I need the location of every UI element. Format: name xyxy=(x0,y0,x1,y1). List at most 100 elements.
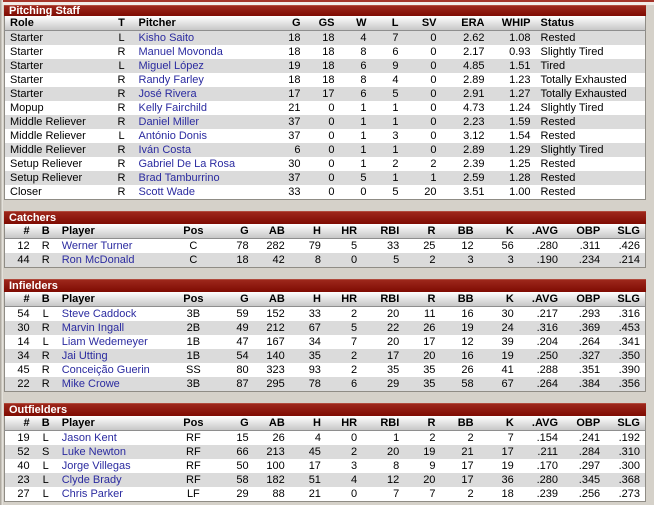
cell-pitcher: Iván Costa xyxy=(133,143,276,157)
column-header-w[interactable]: W xyxy=(339,16,372,31)
column-header-r[interactable]: R xyxy=(404,416,441,431)
column-header-ab[interactable]: AB xyxy=(253,416,290,431)
column-header-slg[interactable]: SLG xyxy=(605,292,646,307)
column-header-bb[interactable]: BB xyxy=(440,416,479,431)
column-header-slg[interactable]: SLG xyxy=(605,224,646,239)
column-header-pos[interactable]: Pos xyxy=(169,292,218,307)
cell-l: 1 xyxy=(392,102,399,114)
column-header-num[interactable]: # xyxy=(4,292,35,307)
player-link[interactable]: Scott Wade xyxy=(138,186,195,198)
table-row: 45 R Conceição Guerin SS 80 323 93 2 35 35 26 41 .28… xyxy=(5,363,646,377)
cell-obp: .256 xyxy=(578,488,601,500)
column-header-num[interactable]: # xyxy=(4,416,35,431)
column-header-rbi[interactable]: RBI xyxy=(362,224,405,239)
player-link[interactable]: José Rivera xyxy=(138,88,197,100)
column-header-h[interactable]: H xyxy=(289,292,326,307)
cell-slg: .453 xyxy=(605,321,646,335)
column-header-player[interactable]: Player xyxy=(56,224,170,239)
player-link[interactable]: Daniel Miller xyxy=(138,116,200,128)
column-header-obp[interactable]: OBP xyxy=(563,416,606,431)
column-header-avg[interactable]: .AVG xyxy=(518,292,563,307)
column-header-b[interactable]: B xyxy=(34,292,57,307)
player-link[interactable]: Steve Caddock xyxy=(61,308,137,320)
column-header-b[interactable]: B xyxy=(34,416,57,431)
column-header-t[interactable]: T xyxy=(109,16,134,31)
cell-era: 2.23 xyxy=(441,115,490,129)
column-header-era[interactable]: ERA xyxy=(441,16,490,31)
column-header-status[interactable]: Status xyxy=(535,16,646,31)
player-link[interactable]: Mike Crowe xyxy=(61,378,120,390)
column-header-player[interactable]: Player xyxy=(56,416,170,431)
column-header-slg[interactable]: SLG xyxy=(605,416,646,431)
column-header-obp[interactable]: OBP xyxy=(563,224,606,239)
player-link[interactable]: Ron McDonald xyxy=(61,254,135,266)
column-header-ab[interactable]: AB xyxy=(253,224,290,239)
cell-sv: 0 xyxy=(403,30,442,45)
column-header-l[interactable]: L xyxy=(371,16,404,31)
player-link[interactable]: Gabriel De La Rosa xyxy=(138,158,236,170)
player-link[interactable]: Brad Tamburrino xyxy=(138,172,220,184)
column-header-rbi[interactable]: RBI xyxy=(362,292,405,307)
player-link[interactable]: Kelly Fairchild xyxy=(138,102,207,114)
player-link[interactable]: Miguel López xyxy=(138,60,204,72)
player-link[interactable]: Liam Wedemeyer xyxy=(61,336,148,348)
player-link[interactable]: Jorge Villegas xyxy=(61,460,131,472)
column-header-k[interactable]: K xyxy=(478,416,519,431)
column-header-avg[interactable]: .AVG xyxy=(518,224,563,239)
player-link[interactable]: Iván Costa xyxy=(138,144,192,156)
cell-k: 36 xyxy=(478,473,519,487)
cell-pos: 2B xyxy=(169,321,218,335)
column-header-h[interactable]: H xyxy=(289,416,326,431)
column-header-gs[interactable]: GS xyxy=(305,16,340,31)
column-header-r[interactable]: R xyxy=(404,224,441,239)
cell-ab: 182 xyxy=(253,473,290,487)
column-header-num[interactable]: # xyxy=(4,224,35,239)
cell-r: 2 xyxy=(404,253,441,268)
player-link[interactable]: Clyde Brady xyxy=(61,474,122,486)
column-header-hr[interactable]: HR xyxy=(325,224,363,239)
column-header-pos[interactable]: Pos xyxy=(169,416,218,431)
column-header-obp[interactable]: OBP xyxy=(563,292,606,307)
column-header-g[interactable]: G xyxy=(275,16,306,31)
player-link[interactable]: Jai Utting xyxy=(61,350,108,362)
column-header-g[interactable]: G xyxy=(217,416,254,431)
cell-ab: 42 xyxy=(253,253,290,268)
column-header-whip[interactable]: WHIP xyxy=(489,16,536,31)
column-header-rbi[interactable]: RBI xyxy=(362,416,405,431)
cell-obp: .241 xyxy=(578,432,601,444)
column-header-hr[interactable]: HR xyxy=(325,416,363,431)
column-header-b[interactable]: B xyxy=(34,224,57,239)
column-header-g[interactable]: G xyxy=(217,292,254,307)
player-link[interactable]: Kisho Saito xyxy=(138,32,195,44)
column-header-pitcher[interactable]: Pitcher xyxy=(133,16,276,31)
cell-sv: 0 xyxy=(430,102,437,114)
cell-obp: .384 xyxy=(563,377,606,392)
cell-b: R xyxy=(34,377,57,392)
player-link[interactable]: Conceição Guerin xyxy=(61,364,150,376)
player-link[interactable]: Luke Newton xyxy=(61,446,126,458)
column-header-k[interactable]: K xyxy=(478,224,519,239)
column-header-pos[interactable]: Pos xyxy=(169,224,218,239)
player-link[interactable]: Randy Farley xyxy=(138,74,204,86)
column-header-player[interactable]: Player xyxy=(56,292,170,307)
column-header-bb[interactable]: BB xyxy=(440,292,479,307)
cell-k: 24 xyxy=(478,321,519,335)
column-header-h[interactable]: H xyxy=(289,224,326,239)
column-header-g[interactable]: G xyxy=(217,224,254,239)
player-link[interactable]: Chris Parker xyxy=(61,488,123,500)
player-link[interactable]: Marvin Ingall xyxy=(61,322,125,334)
player-link[interactable]: António Donis xyxy=(138,130,208,142)
player-link[interactable]: Jason Kent xyxy=(61,432,117,444)
column-header-k[interactable]: K xyxy=(478,292,519,307)
column-header-bb[interactable]: BB xyxy=(440,224,479,239)
column-header-role[interactable]: Role xyxy=(4,16,110,31)
top-accent-line xyxy=(0,0,654,2)
column-header-hr[interactable]: HR xyxy=(325,292,363,307)
column-header-sv[interactable]: SV xyxy=(403,16,442,31)
player-link[interactable]: Werner Turner xyxy=(61,240,133,252)
column-header-avg[interactable]: .AVG xyxy=(518,416,563,431)
player-link[interactable]: Manuel Movonda xyxy=(138,46,223,58)
cell-num: 12 xyxy=(17,240,30,252)
column-header-r[interactable]: R xyxy=(404,292,441,307)
column-header-ab[interactable]: AB xyxy=(253,292,290,307)
